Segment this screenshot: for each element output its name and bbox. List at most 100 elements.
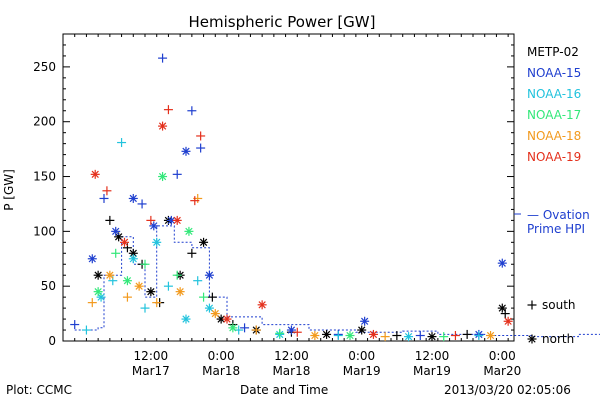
x-tick-label: 0:00 [348,349,375,363]
data-point-noaa-18 [105,270,115,280]
data-point-noaa-16 [152,237,162,247]
data-point-metp-02 [462,329,472,339]
ovation-label: Prime HPI [527,222,585,236]
data-point-metp-02 [427,332,437,342]
data-point-noaa-15 [286,325,296,335]
legend-entry: NOAA-18 [527,129,581,143]
data-point-noaa-19 [368,329,378,339]
ovation-label: — Ovation [527,208,590,222]
data-point-noaa-15 [196,143,206,153]
data-point-noaa-19 [120,237,129,247]
data-point-noaa-15 [497,258,507,268]
data-points [70,53,513,342]
x-tick-label: 0:00 [208,349,235,363]
legend-entry: NOAA-19 [527,150,581,164]
data-point-metp-02 [392,331,402,341]
plot-frame [62,33,515,342]
data-point-noaa-17 [172,270,182,280]
data-point-noaa-18 [486,331,496,341]
x-tick-date: Mar20 [483,364,521,378]
ovation-trace [74,225,600,338]
marker-symbol-north [527,334,537,344]
data-point-noaa-16 [81,325,91,335]
x-tick-label: 12:00 [415,349,450,363]
data-point-metp-02 [199,237,209,247]
x-tick-date: Mar17 [132,364,170,378]
data-point-noaa-17 [93,287,103,297]
x-tick-date: Mar19 [343,364,381,378]
data-point-noaa-16 [204,303,214,313]
data-point-noaa-19 [146,215,156,225]
data-point-noaa-18 [380,332,390,342]
data-point-noaa-16 [333,331,343,341]
data-point-noaa-15 [87,254,97,264]
data-point-noaa-19 [222,314,232,324]
plot-timestamp: 2013/03/20 02:05:06 [444,383,571,397]
marker-legend: south north [527,298,576,346]
data-point-noaa-17 [111,248,121,258]
data-point-metp-02 [322,329,332,339]
data-point-noaa-15 [70,320,80,330]
x-tick-label: 12:00 [274,349,309,363]
data-point-noaa-17 [184,226,194,236]
x-axis: 12:00Mar170:00Mar1812:00Mar180:00Mar1912… [62,34,521,378]
data-point-noaa-16 [181,314,191,324]
data-point-noaa-15 [99,193,109,203]
data-point-noaa-17 [122,276,132,286]
y-tick-label: 200 [33,115,56,129]
data-point-noaa-17 [345,331,355,341]
data-point-noaa-17 [439,332,449,342]
data-point-noaa-19 [257,300,267,310]
data-point-noaa-18 [310,331,320,341]
legend-entry: NOAA-15 [527,66,581,80]
data-point-noaa-15 [166,215,176,225]
data-point-noaa-16 [404,332,414,342]
data-point-noaa-17 [158,172,168,182]
data-point-metp-02 [497,303,507,313]
data-point-noaa-15 [187,106,197,116]
data-point-noaa-19 [503,316,513,326]
data-point-noaa-17 [140,259,150,269]
data-point-noaa-15 [181,146,191,156]
legend-entry: NOAA-16 [527,87,581,101]
y-tick-label: 0 [48,334,56,348]
data-point-noaa-15 [240,323,250,333]
data-point-noaa-19 [163,105,173,115]
x-tick-date: Mar19 [413,364,451,378]
data-point-metp-02 [93,270,103,280]
data-point-noaa-18 [175,287,185,297]
legend-entry: NOAA-17 [527,108,581,122]
marker-label-south: south [542,298,576,312]
data-point-noaa-16 [117,138,127,148]
y-tick-label: 100 [33,224,56,238]
data-point-noaa-19 [158,121,168,131]
x-tick-label: 12:00 [134,349,169,363]
ovation-model-line [74,225,600,338]
data-point-noaa-18 [210,309,220,319]
marker-label-north: north [542,332,574,346]
data-point-noaa-19 [292,327,302,337]
data-point-noaa-17 [199,292,209,302]
data-point-noaa-15 [137,199,147,209]
y-tick-label: 150 [33,170,56,184]
data-point-noaa-15 [128,193,138,203]
data-point-noaa-19 [172,215,182,225]
y-tick-label: 50 [41,279,56,293]
data-point-noaa-19 [190,196,200,206]
data-point-metp-02 [146,287,156,297]
data-point-noaa-15 [172,169,182,179]
data-point-noaa-18 [134,281,144,291]
satellite-legend: METP-02 NOAA-15 NOAA-16 NOAA-17 NOAA-18 NOAA-… [527,45,581,164]
chart-title: Hemispheric Power [GW] [189,13,376,31]
y-tick-label: 250 [33,60,56,74]
marker-symbol-south [527,300,537,310]
data-point-noaa-15 [111,226,121,236]
data-point-metp-02 [128,248,138,258]
x-tick-date: Mar18 [272,364,310,378]
data-point-noaa-15 [415,331,425,341]
data-point-metp-02 [207,292,217,302]
data-point-noaa-19 [102,186,112,196]
data-point-noaa-16 [163,281,173,291]
data-point-noaa-16 [474,331,484,341]
